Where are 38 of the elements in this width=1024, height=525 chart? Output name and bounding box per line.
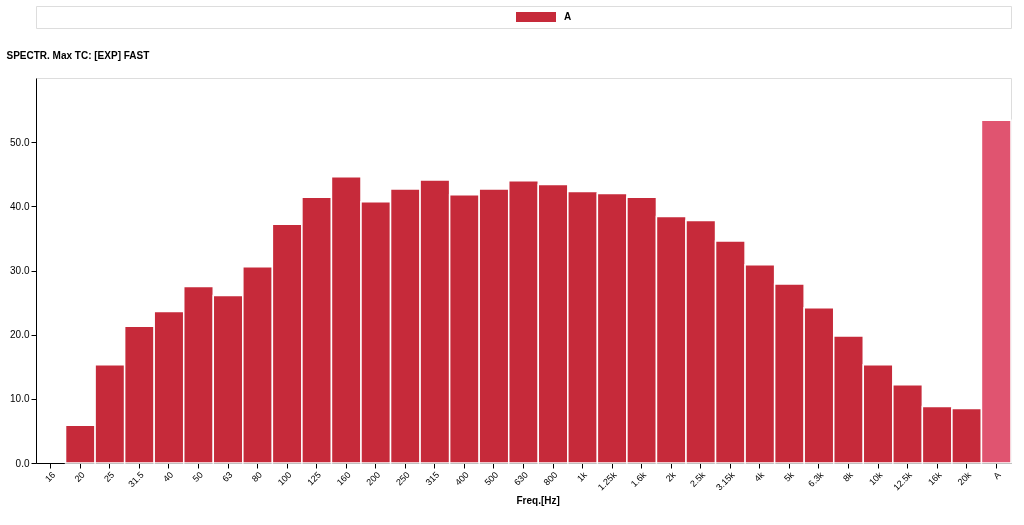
x-tick-label: 2.5k: [688, 469, 708, 489]
x-tick-label: 100: [275, 469, 294, 488]
x-tick-label: 20: [72, 469, 87, 484]
x-tick-label: 40: [161, 469, 176, 484]
y-tick-label: 10.0: [10, 393, 30, 405]
y-axis-title: SPECTR. Max TC: [EXP] FAST: [6, 49, 150, 61]
x-tick-label: 63: [220, 469, 235, 484]
x-tick-label: 800: [541, 469, 560, 488]
x-tick-label: 1.6k: [628, 469, 649, 489]
y-tick-label: 50.0: [10, 136, 30, 148]
x-tick-label: 16k: [926, 469, 944, 488]
x-tick-label: 25: [102, 469, 117, 484]
y-tick-label: 0.0: [15, 457, 30, 469]
x-tick-label: 1k: [575, 469, 590, 484]
x-tick-label: 6.3k: [806, 469, 826, 489]
x-tick-label: 10k: [867, 469, 885, 488]
x-tick-label: 8k: [841, 469, 856, 484]
x-tick-label: 125: [305, 469, 324, 488]
x-tick-label: 630: [512, 469, 530, 488]
x-axis-title: Freq.[Hz]: [516, 495, 560, 507]
x-tick-label: 20k: [955, 469, 974, 488]
x-tick-label: 4k: [752, 469, 767, 484]
x-tick-label: 50: [190, 469, 205, 484]
x-tick-label: 400: [453, 469, 471, 488]
x-tick-label: 250: [393, 469, 412, 488]
x-tick-label: 16: [42, 469, 58, 484]
x-tick-label: 2k: [663, 469, 678, 484]
x-tick-label: 315: [423, 469, 442, 488]
legend-label: A: [564, 11, 572, 22]
x-tick-label: 500: [482, 469, 501, 488]
y-tick-label: 30.0: [10, 265, 30, 276]
y-tick-label: 20.0: [10, 329, 30, 341]
x-tick-label: 200: [364, 469, 383, 488]
x-tick-label: 160: [334, 469, 353, 488]
x-tick-label: A: [991, 469, 1003, 482]
x-tick-label: 5k: [781, 469, 797, 484]
x-tick-label: 80: [249, 469, 264, 484]
y-tick-label: 40.0: [10, 200, 30, 212]
